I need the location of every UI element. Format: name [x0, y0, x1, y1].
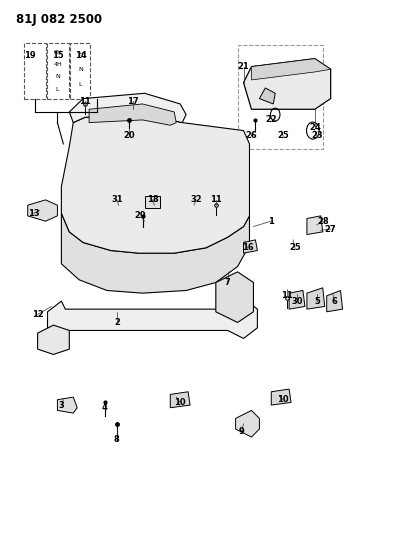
Text: 22: 22 — [265, 116, 277, 124]
Polygon shape — [236, 410, 259, 437]
Text: 7: 7 — [225, 278, 230, 287]
Polygon shape — [259, 88, 275, 104]
Text: 2: 2 — [114, 318, 120, 327]
Text: 23: 23 — [311, 132, 323, 140]
Text: 27: 27 — [325, 225, 337, 233]
Text: 10: 10 — [277, 395, 289, 404]
Polygon shape — [271, 389, 291, 405]
Text: 29: 29 — [135, 212, 147, 220]
Text: 12: 12 — [32, 310, 44, 319]
Polygon shape — [89, 104, 176, 125]
Text: 13: 13 — [28, 209, 40, 217]
Text: H: H — [78, 52, 83, 57]
Text: 19: 19 — [24, 52, 36, 60]
Polygon shape — [251, 59, 331, 80]
Text: 21: 21 — [238, 62, 249, 71]
Text: 10: 10 — [174, 398, 186, 407]
Text: 20: 20 — [123, 132, 135, 140]
Text: 31: 31 — [111, 196, 123, 204]
Text: 26: 26 — [246, 132, 257, 140]
Text: L: L — [79, 82, 82, 87]
Text: 11: 11 — [79, 97, 91, 106]
Bar — [70, 43, 90, 99]
Polygon shape — [170, 392, 190, 408]
Polygon shape — [307, 216, 323, 235]
Bar — [145, 196, 160, 208]
Text: 11: 11 — [281, 292, 293, 300]
Polygon shape — [61, 115, 249, 253]
Polygon shape — [327, 290, 343, 312]
Text: 6: 6 — [332, 297, 337, 305]
Bar — [238, 45, 323, 149]
Text: N: N — [55, 74, 60, 79]
Text: 8: 8 — [114, 435, 120, 444]
Polygon shape — [244, 240, 257, 253]
Text: 25: 25 — [277, 132, 289, 140]
Text: 32: 32 — [190, 196, 202, 204]
Text: N: N — [78, 67, 83, 72]
Text: 9: 9 — [239, 427, 244, 436]
Text: 2H: 2H — [53, 50, 62, 55]
Polygon shape — [289, 290, 305, 309]
Polygon shape — [28, 200, 57, 221]
Text: 1: 1 — [268, 217, 274, 225]
Polygon shape — [57, 397, 77, 413]
Text: 11: 11 — [210, 196, 222, 204]
Text: 4H: 4H — [53, 62, 62, 67]
Text: L: L — [56, 86, 59, 92]
Bar — [24, 43, 46, 99]
Text: 4: 4 — [102, 403, 108, 412]
Text: 28: 28 — [317, 217, 329, 225]
Text: 18: 18 — [147, 196, 158, 204]
Bar — [47, 43, 69, 99]
Polygon shape — [69, 93, 186, 123]
Text: 30: 30 — [291, 297, 303, 305]
Polygon shape — [48, 298, 257, 338]
Polygon shape — [38, 325, 69, 354]
Text: 16: 16 — [242, 244, 253, 252]
Text: 3: 3 — [59, 401, 64, 409]
Text: 15: 15 — [51, 52, 63, 60]
Polygon shape — [61, 213, 249, 293]
Polygon shape — [307, 288, 325, 309]
Polygon shape — [216, 272, 253, 322]
Polygon shape — [244, 59, 331, 109]
Text: 17: 17 — [127, 97, 139, 106]
Text: 14: 14 — [75, 52, 87, 60]
Text: 25: 25 — [289, 244, 301, 252]
Text: 81J 082 2500: 81J 082 2500 — [16, 13, 102, 26]
Text: 24: 24 — [309, 124, 321, 132]
Text: 5: 5 — [314, 297, 320, 305]
